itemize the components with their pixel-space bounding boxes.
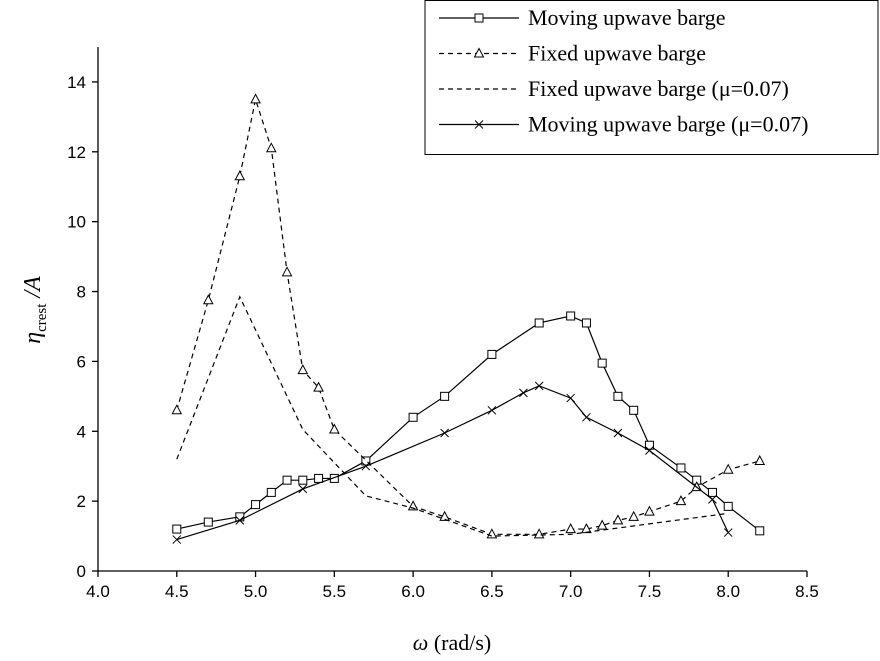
data-point	[645, 446, 654, 455]
legend-label: Fixed upwave barge	[528, 41, 706, 66]
legend-box	[424, 0, 879, 155]
x-axis-label: ω (rad/s)	[413, 630, 491, 655]
data-point	[329, 423, 340, 434]
data-point	[235, 515, 245, 525]
data-point	[708, 495, 717, 504]
data-point	[266, 487, 276, 497]
data-point	[250, 93, 261, 104]
data-point	[629, 405, 639, 415]
data-point	[534, 381, 544, 391]
data-point	[251, 500, 261, 510]
data-point	[613, 428, 623, 438]
y-tick-label: 12	[67, 143, 86, 162]
y-tick-label: 10	[67, 213, 86, 232]
data-point	[487, 405, 497, 415]
y-tick-label: 2	[77, 492, 86, 511]
y-tick-label: 14	[67, 73, 86, 92]
data-point	[440, 391, 450, 401]
data-point	[361, 461, 371, 471]
legend-label: Fixed upwave barge (μ=0.07)	[528, 76, 789, 101]
series-line	[176, 315, 761, 532]
series-line	[176, 385, 729, 541]
legend-marker	[474, 120, 484, 129]
legend-label: Moving upwave barge (μ=0.07)	[528, 112, 808, 137]
x-label-unit: (rad/s)	[434, 630, 491, 655]
data-point	[707, 487, 717, 497]
data-point	[298, 484, 308, 494]
y-label-symbol: η	[20, 332, 46, 344]
series-line	[176, 97, 760, 535]
x-tick-label: 7.0	[559, 582, 583, 601]
data-point	[534, 318, 544, 328]
data-point	[297, 364, 309, 375]
x-tick-label: 6.0	[401, 582, 425, 601]
legend-marker	[473, 47, 485, 58]
data-point	[298, 475, 308, 485]
y-tick-label: 6	[77, 352, 86, 371]
data-point	[265, 142, 277, 153]
y-label-subscript: crest	[34, 303, 50, 332]
data-point	[644, 440, 654, 450]
data-point	[566, 311, 576, 321]
data-point	[172, 524, 182, 534]
data-point	[581, 318, 591, 328]
data-point	[281, 266, 293, 277]
x-tick-label: 8.0	[716, 582, 740, 601]
data-point	[565, 523, 576, 534]
data-point	[519, 388, 528, 398]
data-point	[613, 391, 623, 401]
x-tick-label: 8.5	[795, 582, 819, 601]
x-tick-label: 5.0	[244, 582, 268, 601]
x-tick-label: 7.5	[638, 582, 662, 601]
data-point	[440, 428, 449, 438]
data-point	[439, 510, 450, 521]
data-point	[612, 514, 624, 525]
data-point	[487, 349, 497, 359]
legend-label: Moving upwave barge	[528, 5, 726, 30]
data-point	[172, 535, 182, 544]
y-label-suffix: /A	[20, 276, 46, 300]
x-tick-label: 6.5	[480, 582, 504, 601]
data-point	[723, 501, 733, 511]
x-tick-label: 5.5	[323, 582, 347, 601]
data-point	[722, 463, 734, 474]
data-point	[755, 526, 765, 536]
data-point	[234, 170, 246, 181]
y-tick-label: 4	[77, 422, 86, 441]
data-point	[582, 412, 591, 422]
data-point	[408, 412, 418, 422]
y-tick-label: 0	[77, 562, 86, 581]
data-point	[361, 456, 371, 466]
data-point	[596, 519, 608, 530]
x-label-symbol: ω	[413, 630, 429, 655]
data-point	[566, 393, 576, 403]
data-point	[754, 454, 766, 465]
legend: Moving upwave barge Fixed upwave barge Fix…	[424, 0, 879, 155]
data-point	[282, 475, 292, 485]
data-point	[628, 510, 640, 521]
data-point	[314, 473, 324, 483]
data-point	[203, 517, 213, 527]
data-point	[202, 294, 214, 305]
data-point	[675, 495, 687, 506]
legend-marker	[474, 13, 484, 23]
x-tick-label: 4.5	[165, 582, 189, 601]
series-line	[176, 295, 729, 537]
data-point	[676, 463, 686, 473]
y-tick-label: 8	[77, 283, 86, 302]
data-point	[597, 358, 607, 368]
data-point	[723, 528, 733, 537]
x-tick-label: 4.0	[86, 582, 110, 601]
data-point	[171, 404, 183, 415]
y-axis-label: ηcrest/A	[20, 276, 50, 344]
data-point	[533, 528, 545, 539]
data-point	[313, 381, 324, 392]
data-point	[644, 505, 655, 516]
